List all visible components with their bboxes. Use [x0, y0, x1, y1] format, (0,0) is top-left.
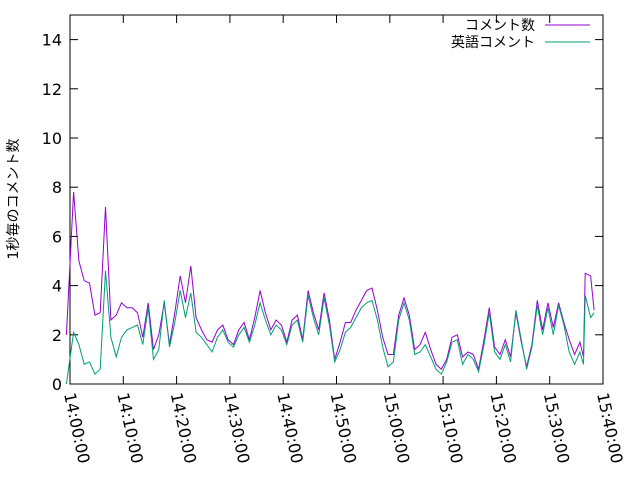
- x-tick-label: 14:30:00: [220, 391, 254, 465]
- y-tick-label: 8: [52, 178, 62, 197]
- y-tick-label: 0: [52, 375, 62, 394]
- x-tick-label: 15:40:00: [593, 391, 627, 465]
- x-tick-label: 15:00:00: [380, 391, 414, 465]
- y-tick-label: 10: [42, 129, 62, 148]
- y-tick-label: 4: [52, 277, 62, 296]
- x-tick-label: 15:30:00: [540, 391, 574, 465]
- y-axis-label: 1秒毎のコメント数: [6, 139, 22, 260]
- x-tick-label: 14:20:00: [167, 391, 201, 465]
- y-tick-label: 12: [42, 80, 62, 99]
- series-line: [65, 270, 595, 385]
- y-tick-label: 14: [42, 31, 62, 50]
- x-axis: 14:00:00 14:10:00 14:20:00 14:30:00 14:40:00…: [60, 15, 627, 465]
- x-tick-label: 14:10:00: [113, 391, 147, 465]
- y-axis: 0 2 4 6 8 10 12 14: [42, 31, 603, 394]
- legend-label: コメント数: [465, 18, 535, 34]
- x-tick-label: 14:00:00: [60, 391, 94, 465]
- x-tick-label: 14:40:00: [273, 391, 307, 465]
- series-line: [65, 192, 595, 372]
- series-layer: [65, 192, 595, 385]
- y-tick-label: 2: [52, 326, 62, 345]
- x-tick-label: 15:20:00: [486, 391, 520, 465]
- x-tick-label: 14:50:00: [327, 391, 361, 465]
- legend-label: 英語コメント: [451, 34, 535, 51]
- x-tick-label: 15:10:00: [433, 391, 467, 465]
- y-tick-label: 6: [52, 227, 62, 246]
